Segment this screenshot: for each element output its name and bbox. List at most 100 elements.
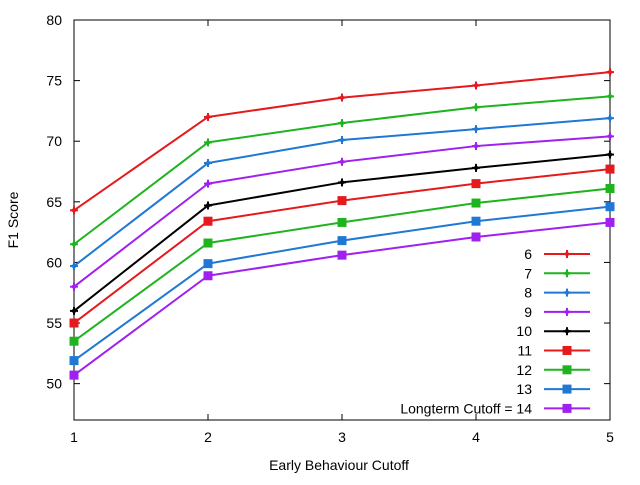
data-point — [204, 159, 212, 168]
data-point — [605, 164, 615, 174]
data-point — [337, 250, 347, 260]
legend-label: Longterm Cutoff = 14 — [400, 400, 532, 416]
series-2 — [70, 92, 614, 249]
legend-label: 7 — [524, 265, 532, 281]
legend-marker — [563, 269, 571, 278]
legend-label: 8 — [524, 285, 532, 301]
legend-marker — [563, 327, 571, 336]
y-tick-label: 60 — [46, 254, 62, 270]
data-point — [605, 183, 615, 193]
series-lines — [69, 68, 615, 380]
data-point — [69, 318, 79, 328]
data-point — [472, 103, 480, 112]
data-point — [204, 179, 212, 188]
legend-label: 6 — [524, 246, 532, 262]
data-point-dot — [205, 140, 211, 145]
data-point — [471, 232, 481, 242]
data-point — [70, 240, 78, 249]
series-6 — [69, 164, 615, 328]
data-point — [70, 306, 78, 315]
data-point-dot — [71, 308, 77, 314]
data-point-dot — [71, 208, 77, 213]
data-point — [70, 262, 78, 271]
data-point — [204, 112, 212, 121]
series-8 — [69, 202, 615, 366]
data-point-dot — [607, 69, 613, 75]
data-point — [606, 150, 614, 159]
data-point — [472, 142, 480, 151]
data-point-dot — [71, 242, 77, 247]
legend-marker — [563, 288, 571, 297]
y-tick-label: 55 — [46, 315, 62, 331]
data-point — [203, 259, 213, 269]
x-axis-label: Early Behaviour Cutoff — [269, 457, 409, 473]
series-5 — [70, 150, 614, 315]
legend-label: 9 — [524, 304, 532, 320]
data-point — [204, 138, 212, 147]
legend-item: 6 — [524, 246, 590, 262]
data-point — [203, 216, 213, 226]
series-7 — [69, 183, 615, 346]
data-point — [605, 217, 615, 227]
legend-item: 10 — [516, 323, 590, 339]
data-point — [337, 196, 347, 206]
legend-item: 8 — [524, 285, 590, 301]
data-point-dot — [339, 137, 345, 143]
data-point-dot — [607, 94, 613, 99]
x-tick-label: 2 — [204, 429, 212, 445]
legend-item: 12 — [516, 362, 590, 378]
x-tick-label: 3 — [338, 429, 346, 445]
legend-item: 13 — [516, 381, 590, 397]
y-tick-label: 80 — [46, 12, 62, 28]
data-point-dot — [473, 143, 479, 149]
data-point — [338, 93, 346, 102]
data-point-dot — [607, 134, 613, 139]
data-point-dot — [473, 165, 479, 171]
legend-marker — [562, 403, 572, 413]
y-tick-label: 65 — [46, 194, 62, 210]
x-tick-label: 1 — [70, 429, 78, 445]
legend-marker — [563, 250, 571, 258]
data-point-dot — [473, 105, 479, 110]
y-tick-label: 70 — [46, 133, 62, 149]
data-point — [338, 136, 346, 144]
data-point — [69, 356, 79, 366]
data-point — [471, 179, 481, 189]
data-point-dot — [339, 120, 345, 126]
data-point-dot — [607, 115, 613, 121]
data-point — [606, 68, 614, 77]
x-tick-label: 5 — [606, 429, 614, 445]
data-point — [605, 202, 615, 212]
legend-item: 9 — [524, 304, 590, 320]
data-point-dot — [339, 159, 345, 165]
data-point — [472, 125, 480, 134]
data-point-dot — [473, 83, 479, 88]
legend: 6 7 8 9 10 11 12 13 Longterm Cutoff = 14 — [400, 246, 590, 416]
legend-marker — [563, 307, 571, 316]
data-point — [338, 157, 346, 166]
data-point — [606, 114, 614, 123]
data-point — [204, 201, 212, 210]
legend-item: 11 — [517, 343, 590, 359]
legend-item: Longterm Cutoff = 14 — [400, 400, 590, 416]
data-point-dot — [339, 95, 345, 100]
data-point — [69, 336, 79, 346]
legend-marker-dot — [564, 329, 570, 334]
data-point — [203, 238, 213, 248]
legend-marker — [562, 365, 572, 375]
data-point — [338, 119, 346, 128]
legend-marker-dot — [564, 290, 570, 295]
series-4 — [70, 132, 614, 291]
data-point-dot — [205, 160, 211, 166]
data-point — [606, 132, 614, 141]
legend-label: 13 — [516, 381, 532, 397]
legend-marker — [562, 384, 572, 394]
legend-label: 11 — [517, 343, 532, 359]
data-point — [70, 206, 78, 215]
x-tick-label: 4 — [472, 429, 480, 445]
data-point — [472, 163, 480, 172]
y-tick-label: 50 — [46, 376, 62, 392]
